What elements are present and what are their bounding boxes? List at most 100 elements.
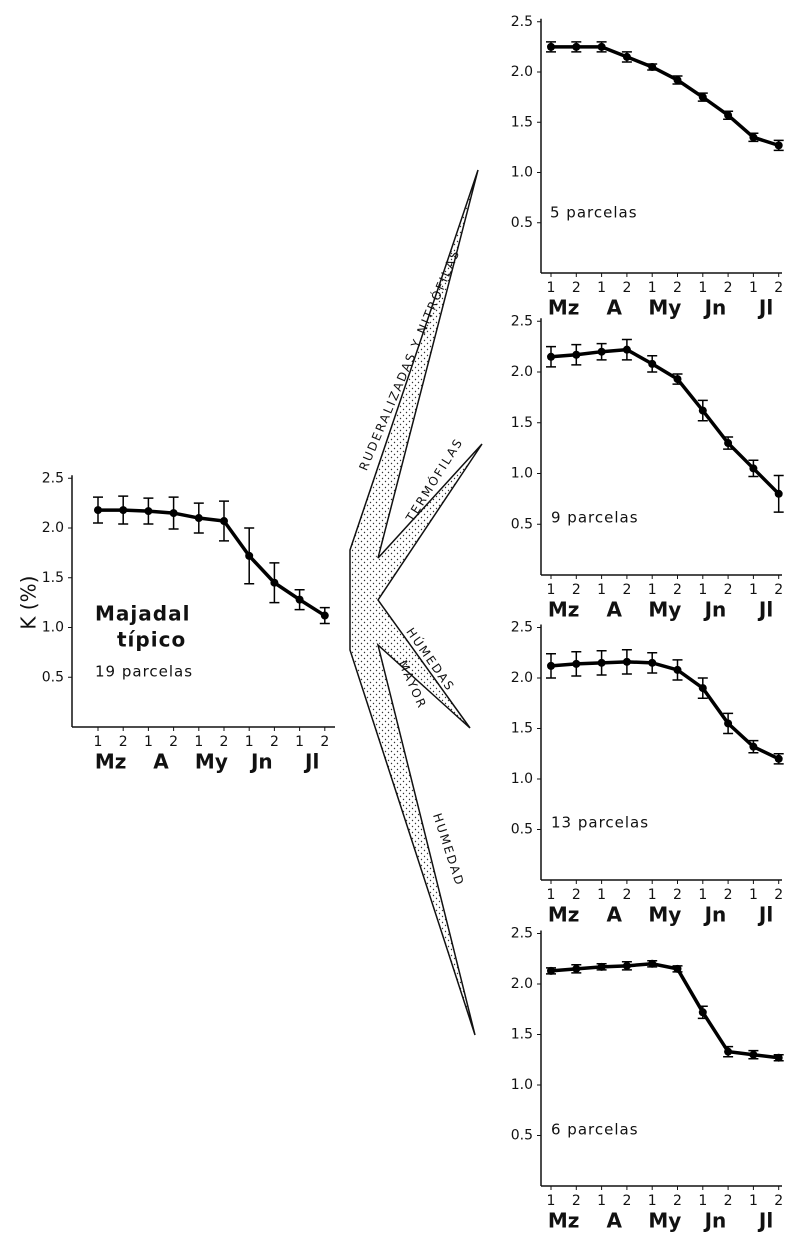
- data-point: [774, 754, 783, 763]
- data-point: [220, 517, 228, 526]
- y-tick-label: 1.5: [42, 570, 64, 586]
- x-tick-label: 2: [572, 582, 581, 598]
- x-tick-label: 2: [724, 1193, 733, 1209]
- x-tick-label: 2: [774, 1193, 783, 1209]
- y-tick-label: 0.5: [511, 215, 533, 231]
- data-point: [547, 352, 555, 361]
- data-point: [724, 439, 733, 448]
- data-point: [144, 507, 153, 516]
- y-tick-label: 1.0: [511, 771, 533, 787]
- y-tick-label: 1.5: [511, 1027, 533, 1043]
- y-tick-label: 1.0: [511, 1077, 533, 1093]
- annotation: 19 parcelas: [95, 663, 193, 681]
- data-point: [724, 111, 733, 120]
- data-point: [622, 657, 631, 666]
- month-label: Mz: [548, 296, 580, 320]
- data-point: [119, 506, 128, 515]
- x-tick-label: 1: [749, 582, 758, 598]
- x-tick-label: 1: [648, 1193, 657, 1209]
- month-label: Jl: [757, 296, 773, 320]
- data-point: [648, 959, 657, 968]
- data-point: [295, 595, 304, 604]
- data-point: [673, 76, 682, 85]
- x-tick-label: 1: [94, 734, 103, 750]
- x-tick-label: 2: [220, 734, 229, 750]
- data-point: [698, 406, 707, 415]
- data-point: [320, 611, 329, 620]
- y-tick-label: 1.0: [42, 620, 64, 636]
- x-tick-label: 1: [547, 1193, 556, 1209]
- data-point: [698, 684, 707, 693]
- month-label: Mz: [548, 1209, 580, 1233]
- month-label: A: [607, 903, 623, 927]
- month-label: My: [648, 598, 681, 622]
- x-tick-label: 2: [673, 582, 682, 598]
- month-label: My: [648, 1209, 681, 1233]
- x-tick-label: 1: [295, 734, 304, 750]
- x-tick-label: 1: [698, 1193, 707, 1209]
- data-point: [597, 962, 606, 971]
- data-line: [98, 508, 326, 618]
- x-tick-label: 1: [144, 734, 153, 750]
- data-point: [622, 52, 631, 61]
- data-point: [597, 347, 606, 356]
- y-tick-label: 0.5: [511, 822, 533, 838]
- x-tick-label: 2: [270, 734, 279, 750]
- x-tick-label: 1: [698, 887, 707, 903]
- data-point: [245, 551, 254, 560]
- month-label: A: [607, 598, 623, 622]
- month-label: Jn: [703, 598, 727, 622]
- month-label: Jn: [703, 296, 727, 320]
- data-point: [547, 966, 555, 975]
- data-point: [673, 964, 682, 973]
- data-point: [572, 659, 581, 668]
- data-point: [673, 665, 682, 674]
- x-tick-label: 2: [724, 582, 733, 598]
- data-point: [648, 658, 657, 667]
- x-tick-label: 2: [673, 887, 682, 903]
- month-label: Jn: [703, 1209, 727, 1233]
- data-point: [622, 345, 631, 354]
- x-tick-label: 2: [572, 887, 581, 903]
- data-point: [774, 141, 783, 150]
- branch-diagram: [349, 169, 483, 1036]
- data-point: [648, 359, 657, 368]
- y-tick-label: 2.5: [511, 14, 533, 30]
- data-point: [774, 1053, 783, 1062]
- data-point: [572, 42, 581, 51]
- y-tick-label: 1.0: [511, 466, 533, 482]
- month-label: Mz: [548, 903, 580, 927]
- y-tick-label: 2.5: [511, 926, 533, 942]
- month-label: Jl: [757, 598, 773, 622]
- data-point: [194, 514, 203, 523]
- data-point: [724, 1047, 733, 1056]
- y-tick-label: 1.5: [511, 415, 533, 431]
- data-line: [550, 347, 780, 496]
- data-point: [749, 1050, 758, 1059]
- data-point: [547, 42, 555, 51]
- data-point: [749, 464, 758, 473]
- data-point: [169, 509, 178, 518]
- x-tick-label: 1: [648, 582, 657, 598]
- data-point: [572, 964, 581, 973]
- data-point: [698, 1008, 707, 1017]
- x-tick-label: 1: [698, 582, 707, 598]
- x-tick-label: 1: [245, 734, 254, 750]
- x-tick-label: 2: [724, 280, 733, 296]
- x-tick-label: 1: [547, 280, 556, 296]
- annotation: 13 parcelas: [551, 814, 649, 832]
- x-tick-label: 2: [673, 1193, 682, 1209]
- y-tick-label: 1.5: [511, 114, 533, 130]
- y-tick-label: 0.5: [511, 1128, 533, 1144]
- x-tick-label: 1: [749, 1193, 758, 1209]
- x-tick-label: 1: [547, 582, 556, 598]
- x-tick-label: 1: [597, 887, 606, 903]
- month-label: Jl: [303, 750, 319, 774]
- data-point: [673, 375, 682, 384]
- data-point: [749, 133, 758, 142]
- data-point: [724, 719, 733, 728]
- month-label: A: [607, 1209, 623, 1233]
- y-tick-label: 1.5: [511, 721, 533, 737]
- y-axis-label: K (%): [17, 576, 41, 630]
